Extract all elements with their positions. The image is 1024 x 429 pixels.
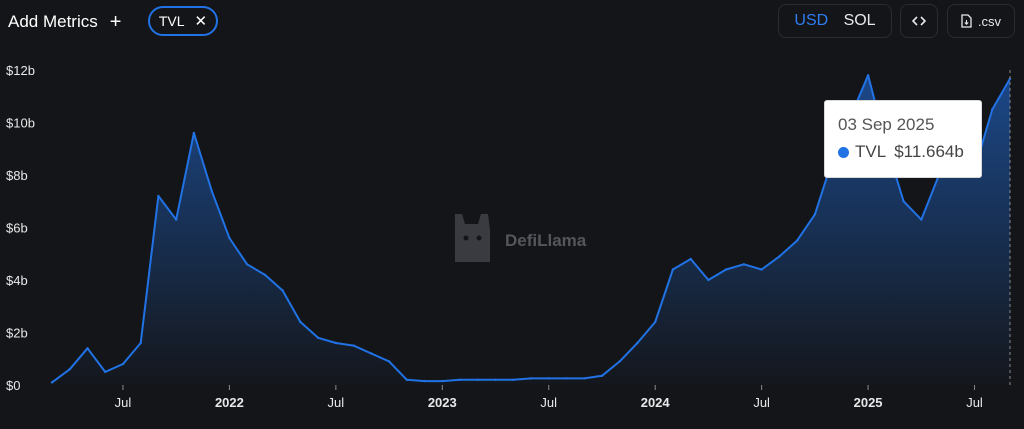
chart-toolbar: Add Metrics + TVL ✕ USD SOL .csv	[0, 0, 1024, 44]
tvl-data-point	[104, 370, 107, 374]
x-axis: Jul 2022 Jul 2023 Jul 2024 Jul 2025 Jul	[115, 385, 983, 410]
csv-download-button[interactable]: .csv	[947, 4, 1015, 38]
x-tick-label: Jul	[115, 395, 132, 410]
tvl-data-point	[192, 131, 196, 135]
x-tick-label: Jul	[328, 395, 345, 410]
tvl-data-point	[583, 377, 586, 380]
watermark-text: DefiLlama	[505, 231, 587, 250]
file-download-icon	[961, 14, 972, 28]
tvl-data-point	[902, 200, 905, 203]
tvl-data-point	[423, 379, 426, 383]
tvl-data-point	[121, 362, 125, 366]
metric-chip-tvl[interactable]: TVL ✕	[148, 6, 218, 36]
tvl-data-point	[671, 268, 675, 271]
tvl-data-point	[86, 347, 89, 350]
tvl-data-point	[387, 360, 391, 363]
tooltip-date: 03 Sep 2025	[838, 115, 935, 134]
add-metrics-label: Add Metrics	[8, 12, 98, 31]
tvl-data-point	[742, 263, 746, 266]
x-tick-label: Jul	[966, 395, 983, 410]
close-icon[interactable]: ✕	[194, 13, 208, 30]
y-tick-label: $0	[6, 378, 20, 393]
tvl-data-point	[228, 236, 231, 240]
tvl-data-point	[636, 341, 639, 345]
currency-usd-button[interactable]: USD	[794, 12, 829, 29]
tvl-data-point	[866, 74, 870, 77]
tvl-data-point	[157, 194, 160, 198]
tvl-data-point	[760, 268, 763, 271]
tvl-data-point	[370, 352, 373, 355]
tvl-data-point	[299, 320, 302, 324]
tvl-data-point	[565, 377, 568, 380]
tooltip-series-name: TVL	[855, 142, 887, 161]
x-tick-label: 2023	[428, 395, 457, 410]
tvl-data-point	[281, 289, 284, 292]
x-tick-label: Jul	[540, 395, 557, 410]
tvl-data-point	[50, 381, 54, 384]
embed-button[interactable]	[900, 4, 938, 38]
tvl-data-point	[529, 377, 533, 380]
tooltip-row: TVL $11.664b	[838, 142, 981, 162]
x-tick-label: 2022	[215, 395, 244, 410]
currency-sol-button[interactable]: SOL	[843, 12, 876, 29]
y-tick-label: $12b	[6, 63, 35, 78]
tvl-data-point	[707, 278, 710, 282]
tvl-chart: $0$2b$4b$6b$8b$10b$12b Jul 2022 Jul 2023 Jul…	[6, 63, 1012, 410]
tvl-data-point	[175, 218, 178, 221]
tvl-data-point	[689, 257, 692, 261]
watermark: DefiLlama	[455, 214, 587, 262]
tvl-data-point	[352, 344, 355, 347]
code-icon	[912, 16, 926, 26]
tvl-data-point	[618, 360, 621, 363]
tvl-data-point	[476, 378, 479, 381]
add-metrics-button[interactable]: Add Metrics +	[8, 8, 121, 36]
y-axis: $0 $2b $4b $6b $8b $10b $12b	[6, 63, 35, 393]
tvl-data-point	[813, 213, 817, 216]
x-tick-label: 2024	[641, 395, 671, 410]
tvl-data-point	[991, 108, 994, 111]
y-tick-label: $10b	[6, 116, 35, 131]
plus-icon: +	[109, 11, 122, 33]
tvl-data-point	[441, 379, 444, 383]
y-tick-label: $8b	[6, 168, 28, 183]
tvl-data-point	[547, 377, 550, 380]
csv-label: .csv	[977, 13, 1002, 29]
tvl-data-point	[68, 368, 71, 371]
tvl-data-point	[316, 336, 320, 339]
tvl-data-point	[778, 255, 781, 258]
hover-tooltip: 03 Sep 2025 TVL $11.664b	[824, 100, 982, 178]
currency-toggle: USD SOL	[778, 4, 892, 38]
tvl-data-point	[405, 378, 408, 381]
tvl-data-point	[458, 378, 462, 381]
x-tick-label: Jul	[753, 395, 770, 410]
tvl-data-point	[263, 273, 267, 276]
y-tick-label: $2b	[6, 326, 28, 341]
tvl-data-point	[600, 374, 604, 377]
tvl-data-point	[512, 378, 515, 381]
tvl-data-point	[210, 189, 213, 192]
tooltip-value: $11.664b	[894, 142, 964, 161]
tvl-data-point	[494, 378, 497, 381]
tvl-data-point	[724, 268, 728, 271]
tvl-data-point	[654, 320, 657, 324]
metric-chip-label: TVL	[158, 13, 185, 29]
series-color-dot	[838, 146, 849, 158]
tvl-data-point	[795, 239, 799, 242]
tvl-data-point	[920, 218, 923, 221]
tvl-data-point	[139, 341, 142, 345]
y-tick-label: $4b	[6, 273, 28, 288]
tvl-data-point	[245, 263, 249, 266]
tvl-data-point	[334, 341, 338, 345]
x-tick-label: 2025	[854, 395, 883, 410]
y-tick-label: $6b	[6, 221, 28, 236]
llama-logo-icon	[455, 214, 490, 262]
